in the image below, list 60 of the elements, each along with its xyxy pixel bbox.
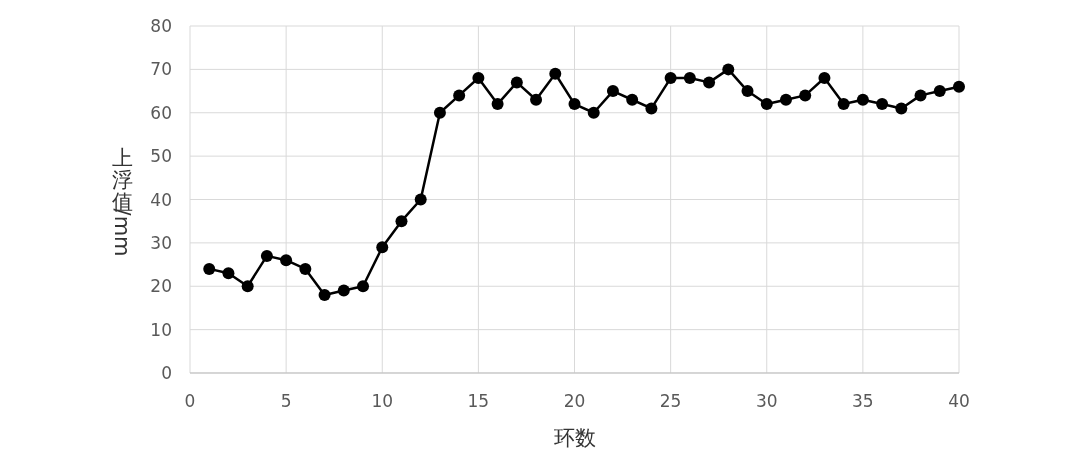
y-tick-label: 20	[150, 276, 172, 297]
x-tick-label: 5	[280, 391, 292, 411]
point	[453, 89, 466, 102]
point	[491, 98, 504, 111]
x-tick-label: 25	[659, 391, 682, 411]
point	[376, 241, 389, 254]
y-tick-label: 30	[150, 232, 172, 253]
point	[260, 249, 273, 262]
y-tick-label: 0	[161, 363, 172, 383]
point	[587, 106, 600, 119]
point	[837, 98, 850, 111]
point	[664, 72, 677, 85]
point	[722, 63, 735, 76]
y-tick-label: 50	[150, 146, 172, 167]
x-axis-title: 环数	[553, 426, 596, 450]
point	[818, 72, 831, 85]
point	[357, 280, 370, 293]
point	[203, 262, 216, 275]
point	[760, 98, 773, 111]
point	[779, 93, 792, 106]
point	[337, 284, 350, 297]
x-tick-label: 40	[948, 391, 970, 411]
point	[414, 193, 427, 206]
point	[933, 85, 946, 98]
point	[626, 93, 639, 106]
x-tick-label: 30	[755, 391, 778, 411]
point	[856, 93, 869, 106]
x-tick-label: 0	[184, 391, 196, 411]
point	[241, 280, 254, 293]
point	[433, 106, 446, 119]
point	[395, 215, 408, 228]
ylabel: 上浮值/mm	[110, 146, 134, 257]
y-tick-label: 40	[150, 189, 172, 210]
point	[703, 76, 716, 89]
y-tick-label: 70	[150, 59, 172, 80]
x-tick-label: 10	[371, 391, 394, 411]
point	[895, 102, 908, 115]
point	[914, 89, 927, 102]
x-tick-label: 35	[852, 391, 874, 411]
point	[683, 72, 696, 85]
point	[299, 262, 312, 275]
point	[510, 76, 523, 89]
point	[222, 267, 235, 280]
point	[280, 254, 293, 267]
point	[645, 102, 658, 115]
point	[953, 80, 965, 93]
x-tick-label: 15	[467, 391, 490, 411]
x-tick-label: 20	[563, 391, 586, 411]
point	[568, 98, 581, 111]
point	[549, 67, 562, 80]
point	[799, 89, 812, 102]
y-tick-label: 10	[150, 319, 172, 340]
y-tick-label: 60	[150, 102, 172, 123]
point	[472, 72, 485, 85]
point	[876, 98, 889, 111]
point	[530, 93, 543, 106]
y-tick-label: 80	[150, 16, 172, 36]
point	[606, 85, 619, 98]
point	[318, 288, 331, 301]
point	[741, 85, 754, 98]
